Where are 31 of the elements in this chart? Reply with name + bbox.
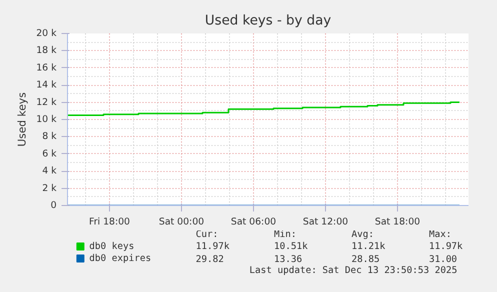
- x-tick-label: Fri 18:00: [89, 216, 130, 228]
- y-tick-label: 10 k: [36, 114, 58, 125]
- legend-label: db0 expires: [89, 253, 152, 264]
- text: 31.00: [428, 254, 458, 265]
- text: Max:: [428, 229, 452, 240]
- text: 11.97k: [428, 241, 464, 252]
- text: 11.97k: [196, 241, 230, 252]
- text: 13.36: [274, 254, 303, 265]
- y-tick-label: 4 k: [42, 166, 58, 177]
- y-tick-label: 8 k: [42, 131, 58, 142]
- text: 28.85: [352, 254, 380, 265]
- text: Avg:: [352, 229, 374, 240]
- legend-label: db0 keys: [89, 241, 134, 252]
- x-tick-label: Sat 00:00: [158, 216, 204, 228]
- text: 11.21k: [352, 241, 386, 252]
- x-tick-label: Sat 18:00: [374, 216, 420, 228]
- text: Last update: Sat Dec 13 23:50:53 2025: [249, 265, 458, 276]
- text: 10.51k: [274, 241, 308, 252]
- y-tick-label: 18 k: [36, 45, 58, 56]
- y-tick-label: 0: [50, 200, 57, 211]
- x-tick-label: Sat 12:00: [302, 216, 348, 228]
- text: 29.82: [196, 254, 224, 265]
- y-tick-label: 16 k: [36, 62, 58, 74]
- y-tick-label: 12 k: [36, 96, 58, 108]
- y-tick-label: 20 k: [36, 28, 58, 39]
- y-tick-label: 2 k: [42, 182, 58, 194]
- y-tick-label: 14 k: [36, 80, 58, 91]
- chart-title: Used keys - by day: [204, 14, 332, 28]
- x-tick-label: Sat 06:00: [230, 216, 276, 228]
- y-tick-label: 6 k: [42, 148, 58, 160]
- y-axis-title: Used keys: [15, 92, 28, 147]
